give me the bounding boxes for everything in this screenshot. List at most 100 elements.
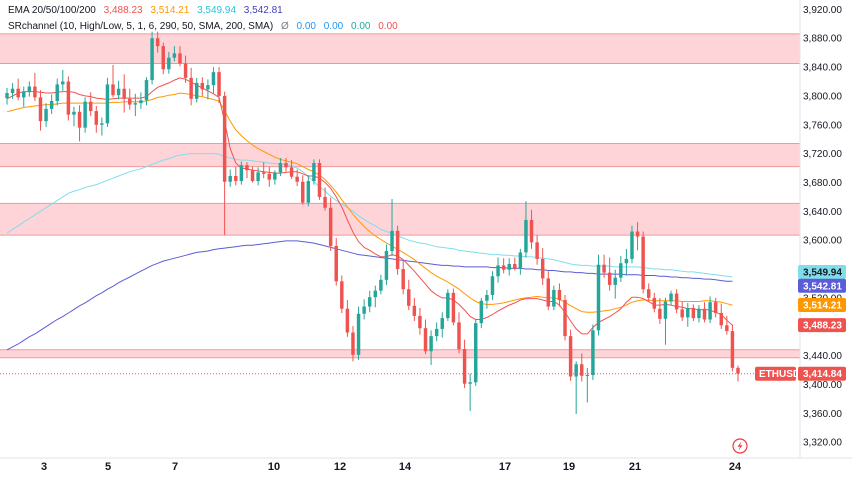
ema50-badge-label: 3,514.21: [803, 300, 842, 311]
candle-body: [144, 80, 149, 101]
candle-body: [10, 88, 15, 94]
ema-legend-row[interactable]: EMA 20/50/100/200 3,488.23 3,514.21 3,54…: [8, 3, 403, 19]
price-tick-label: 3,880.00: [803, 34, 842, 45]
candle-body: [613, 277, 617, 285]
candle-body: [206, 85, 210, 90]
candle-body: [524, 219, 528, 253]
ema200-line: [6, 240, 733, 351]
candle-body: [390, 230, 394, 251]
candle-body: [379, 279, 383, 291]
ema200-badge-label: 3,542.81: [803, 281, 842, 292]
candle-body: [267, 173, 271, 180]
candle-body: [362, 306, 366, 314]
candle-body: [730, 331, 735, 368]
candle-body: [702, 308, 707, 320]
price-tick-label: 3,760.00: [803, 120, 842, 131]
ema100-badge-bg: [798, 264, 846, 279]
sr-value-4: 0.00: [378, 21, 398, 32]
candle-body: [128, 98, 132, 105]
candle-body: [167, 57, 171, 70]
price-tick-label: 3,320.00: [803, 438, 842, 449]
candle-body: [189, 77, 193, 99]
candle-body: [451, 292, 456, 323]
price-axis[interactable]: 3,920.00 3,880.00 3,840.00 3,800.00 3,760.00…: [803, 5, 842, 449]
candle-body: [641, 236, 645, 290]
indicator-legend: EMA 20/50/100/200 3,488.23 3,514.21 3,54…: [8, 3, 403, 35]
price-tick-label: 3,440.00: [803, 351, 842, 362]
candle-body: [222, 95, 227, 182]
candle-body: [496, 265, 500, 277]
candle-body: [367, 297, 372, 307]
srchannel-legend-row[interactable]: SRchannel (10, High/Low, 5, 1, 6, 290, 5…: [8, 19, 403, 35]
candle-body: [88, 101, 93, 112]
sr-zone: [0, 143, 800, 167]
date-tick-label: 3: [41, 461, 47, 473]
sr-zone: [0, 33, 800, 64]
candle-body: [55, 84, 59, 101]
candle-body: [356, 313, 361, 355]
candle-body: [691, 307, 696, 319]
candle-body: [568, 336, 573, 377]
candle-body: [540, 258, 545, 279]
candle-body: [16, 88, 20, 98]
symbol-badge-bg: [755, 366, 796, 381]
date-tick-label: 14: [399, 461, 412, 473]
candle-body: [278, 163, 283, 173]
candle-body: [462, 349, 467, 384]
candle-body: [351, 332, 355, 355]
candle-body: [139, 100, 143, 104]
candle-body: [94, 111, 99, 125]
candle-body: [317, 163, 322, 197]
ema-legend-name: EMA 20/50/100/200: [8, 5, 96, 16]
candle-body: [407, 289, 411, 306]
price-tick-label: 3,400.00: [803, 380, 842, 391]
candle-body: [161, 46, 165, 70]
candle-body: [295, 176, 299, 182]
ema200-legend-value: 3,542.81: [243, 5, 283, 16]
candle-body: [663, 301, 668, 319]
price-tick-label: 3,840.00: [803, 63, 842, 74]
candle-body: [217, 72, 221, 96]
candle-body: [686, 307, 690, 318]
candle-body: [200, 82, 205, 90]
candle-body: [105, 84, 110, 124]
candle-body: [429, 336, 433, 352]
candles: [5, 31, 740, 415]
last-price-badge-bg: [798, 366, 846, 381]
candle-body: [563, 300, 567, 337]
price-tick-label: 3,600.00: [803, 236, 842, 247]
candle-body: [256, 172, 260, 182]
ema50-legend-value: 3,514.21: [150, 5, 190, 16]
candle-body: [518, 252, 523, 270]
ema100-line: [6, 153, 733, 278]
candle-body: [652, 297, 657, 309]
price-tick-label: 3,360.00: [803, 409, 842, 420]
candle-body: [513, 263, 517, 270]
ema20-badge-label: 3,488.23: [803, 321, 842, 332]
ema50-badge-bg: [798, 297, 846, 312]
ema20-line: [6, 77, 733, 335]
date-tick-label: 7: [172, 461, 178, 473]
ema100-legend-value: 3,549.94: [197, 5, 237, 16]
candle-body: [245, 165, 249, 171]
srchannel-legend-symbol: Ø: [280, 21, 289, 32]
sr-zones: [0, 33, 800, 359]
candle-body: [440, 318, 444, 329]
ema20-badge-bg: [798, 318, 846, 333]
candle-body: [83, 101, 87, 128]
sr-zone: [0, 203, 800, 236]
candle-body: [708, 302, 712, 320]
candle-body: [725, 325, 729, 332]
ema20-legend-value: 3,488.23: [103, 5, 143, 16]
candle-body: [423, 328, 428, 352]
candle-body: [446, 292, 450, 319]
candle-body: [284, 163, 288, 168]
candle-body: [529, 219, 534, 243]
candle-body: [719, 313, 723, 326]
date-tick-label: 24: [729, 461, 742, 473]
time-axis[interactable]: 3 5 7 10 12 14 17 19 21 24: [41, 461, 742, 473]
candle-body: [552, 289, 556, 307]
flash-icon[interactable]: [732, 438, 748, 454]
candle-body: [44, 108, 48, 122]
